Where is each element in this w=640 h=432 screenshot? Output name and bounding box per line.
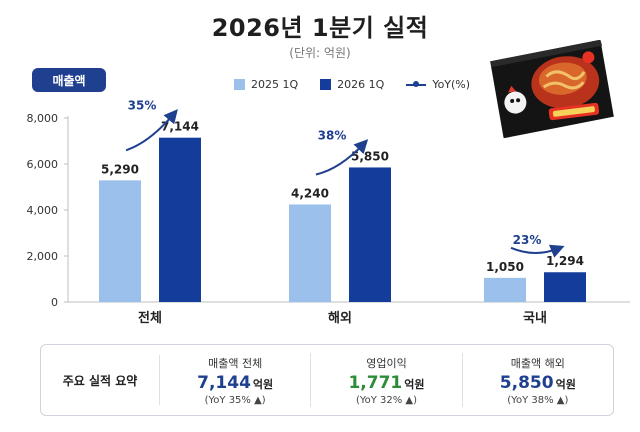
summary-number: 5,850	[499, 372, 554, 393]
y-tick-label: 4,000	[27, 204, 59, 217]
legend-item-2026: 2026 1Q	[320, 78, 384, 91]
legend-item-yoy: YoY(%)	[406, 78, 470, 91]
x-axis-labels: 전체 해외 국내	[138, 310, 547, 326]
bar-2025-2	[484, 277, 526, 302]
summary-yoy: (YoY 32% ▲)	[355, 394, 418, 406]
summary-number: 1,771	[348, 372, 403, 393]
summary-value: 5,850 억원	[500, 373, 576, 393]
legend-label-2025: 2025 1Q	[251, 78, 299, 91]
summary-label: 매출액 전체	[208, 356, 263, 370]
x-tick-label: 해외	[328, 310, 352, 326]
bar-2025-0	[99, 180, 141, 302]
legend-yoy-marker	[406, 79, 427, 90]
bar-value-label: 1,294	[546, 254, 584, 268]
bar-2026-0	[159, 137, 201, 302]
unit-label: (단위: 억원)	[289, 46, 351, 60]
yoy-annotations: 35% 38% 23%	[125, 100, 565, 258]
bar-value-label: 1,050	[486, 260, 524, 274]
summary-yoy: (YoY 35% ▲)	[204, 394, 266, 406]
legend-swatch-2026	[320, 79, 332, 90]
y-tick-label: 6,000	[27, 158, 59, 171]
legend-label-yoy: YoY(%)	[432, 78, 471, 91]
bar-value-label: 4,240	[291, 186, 329, 200]
summary-value: 1,771 억원	[348, 373, 424, 393]
summary-unit: 억원	[404, 377, 425, 391]
chart-legend: 2025 1Q 2026 1Q YoY(%)	[234, 78, 492, 91]
summary-value: 7,144 억원	[197, 373, 273, 393]
bar-2026-1	[349, 167, 391, 302]
yoy-label: 38%	[318, 128, 347, 142]
bar-value-label: 5,290	[101, 162, 139, 176]
summary-label: 매출액 해외	[510, 356, 565, 370]
legend-item-2025: 2025 1Q	[234, 78, 298, 91]
summary-unit: 억원	[555, 377, 576, 391]
x-tick-label: 전체	[138, 310, 162, 326]
summary-number: 7,144	[197, 372, 251, 393]
yoy-label: 35%	[128, 100, 157, 113]
legend-label-2026: 2026 1Q	[337, 78, 385, 91]
legend-swatch-2025	[234, 79, 245, 90]
summary-label: 영업이익	[366, 356, 407, 370]
yoy-arrow	[315, 139, 369, 176]
y-tick-label: 8,000	[27, 112, 59, 125]
revenue-badge: 매출액	[32, 68, 106, 92]
bar-2025-1	[289, 204, 331, 302]
yoy-arrow	[125, 109, 178, 152]
summary-yoy: (YoY 38% ▲)	[507, 394, 569, 406]
bar-2026-2	[544, 272, 586, 302]
product-package-image	[490, 40, 614, 138]
page-title: 2026년 1분기 실적	[211, 14, 429, 42]
x-tick-label: 국내	[523, 310, 547, 326]
y-tick-label: 2,000	[27, 250, 59, 263]
yoy-label: 23%	[513, 233, 542, 247]
y-axis: 0 2,000 4,000 6,000 8,000	[27, 112, 69, 309]
y-tick-label: 0	[51, 296, 58, 309]
summary-box: 주요 실적 요약 매출액 전체 7,144 억원 (YoY 35% ▲) 영업이익…	[40, 344, 614, 416]
yoy-arrow	[510, 244, 565, 258]
summary-unit: 억원	[252, 377, 274, 391]
summary-item-operating-profit: 영업이익 1,771 억원 (YoY 32% ▲)	[311, 353, 463, 407]
summary-item-revenue-overseas: 매출액 해외 5,850 억원 (YoY 38% ▲)	[463, 353, 613, 407]
summary-title: 주요 실적 요약	[41, 355, 160, 405]
summary-item-revenue-total: 매출액 전체 7,144 억원 (YoY 35% ▲)	[160, 353, 312, 407]
